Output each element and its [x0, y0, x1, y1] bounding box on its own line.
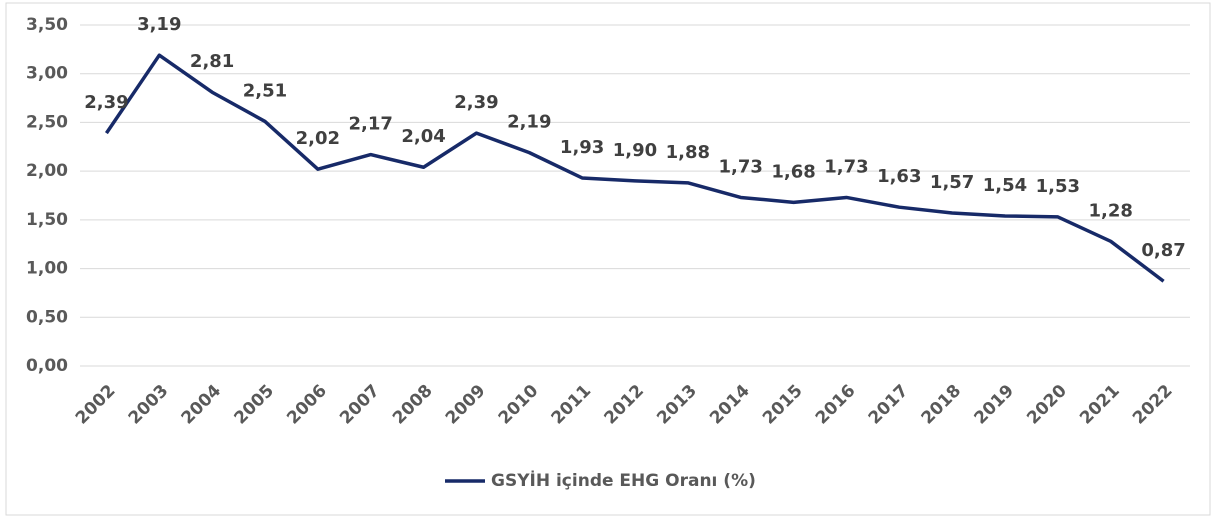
data-label: 2,39: [454, 92, 498, 113]
data-label: 1,88: [666, 142, 710, 163]
data-label: 1,73: [824, 156, 868, 177]
data-label: 1,53: [1036, 176, 1080, 197]
data-label: 1,93: [560, 137, 604, 158]
data-label: 1,57: [930, 172, 974, 193]
data-label: 1,73: [719, 156, 763, 177]
data-label: 1,68: [771, 161, 815, 182]
y-tick-label: 1,00: [26, 259, 68, 279]
y-tick-label: 3,50: [26, 15, 68, 35]
chart-border: [5, 2, 1211, 516]
y-tick-label: 3,00: [26, 64, 68, 84]
data-label: 0,87: [1141, 240, 1185, 261]
legend-label: GSYİH içinde EHG Oranı (%): [491, 469, 756, 491]
data-label: 1,28: [1089, 200, 1133, 221]
data-label: 2,51: [243, 80, 287, 101]
y-tick-label: 2,50: [26, 112, 68, 132]
y-tick-label: 0,00: [26, 356, 68, 376]
data-label: 2,02: [296, 128, 340, 149]
data-label: 1,54: [983, 175, 1027, 196]
data-label: 1,63: [877, 166, 921, 187]
data-label: 3,19: [137, 14, 181, 35]
data-label: 2,39: [84, 92, 128, 113]
y-tick-label: 2,00: [26, 161, 68, 181]
data-label: 2,19: [507, 112, 551, 133]
y-tick-label: 1,50: [26, 210, 68, 230]
data-label: 2,81: [190, 51, 234, 72]
data-label: 2,04: [401, 126, 445, 147]
data-label: 1,90: [613, 140, 657, 161]
line: [104, 53, 1165, 283]
y-tick-label: 0,50: [26, 307, 68, 327]
data-label: 2,17: [349, 114, 393, 135]
